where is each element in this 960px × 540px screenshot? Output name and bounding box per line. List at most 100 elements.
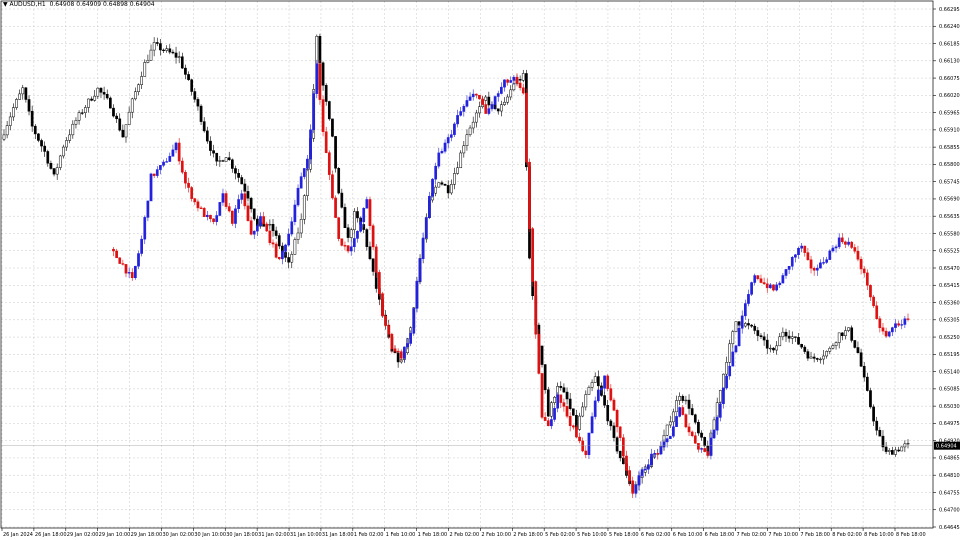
candle-body [697, 443, 700, 450]
candle-body [190, 187, 194, 199]
candle-body [715, 417, 719, 431]
candle-body [734, 345, 738, 353]
collapse-arrow-icon[interactable]: ▼ [3, 1, 8, 8]
candle-body [803, 346, 807, 352]
ohlc-low: 0.64898 [103, 1, 128, 8]
candle [299, 213, 303, 238]
candle-body [146, 200, 150, 218]
candle-body [99, 87, 103, 93]
candle-body [887, 450, 891, 452]
candle-body [900, 324, 904, 326]
overlay-candle [168, 152, 172, 162]
candle [340, 188, 344, 209]
candle [540, 345, 544, 368]
candle-body [828, 347, 832, 352]
overlay-candle [593, 396, 597, 420]
overlay-candle [781, 273, 785, 284]
candle [869, 387, 872, 409]
overlay-candle [759, 274, 763, 284]
candle [571, 408, 575, 416]
overlay-candle [709, 433, 713, 460]
candle-body [553, 396, 556, 403]
candle-body [565, 406, 569, 417]
candle-body [124, 264, 128, 274]
overlay-candle [237, 194, 240, 213]
x-tick-label: 31 Jan 02:00 [258, 532, 290, 538]
candle-body [465, 134, 469, 146]
candle-body [590, 416, 594, 434]
candle-body [268, 224, 272, 226]
overlay-candle [884, 327, 888, 339]
x-tick-label: 7 Feb 02:00 [737, 532, 767, 538]
overlay-candle [743, 299, 747, 320]
overlay-candle [471, 89, 475, 101]
overlay-candle [600, 387, 603, 394]
overlay-candle [246, 202, 250, 222]
overlay-candle [697, 443, 700, 453]
y-tick-label: 0.65415 [939, 283, 960, 289]
overlay-candle [500, 82, 503, 95]
candle-body [5, 125, 9, 136]
candle-body [556, 394, 560, 409]
candle-body [809, 356, 813, 359]
candle-body [487, 108, 491, 114]
candle [68, 129, 72, 144]
overlay-candle [393, 345, 397, 354]
candle-body [168, 156, 172, 162]
overlay-candle [243, 190, 247, 210]
candle-body [205, 130, 209, 142]
candle [209, 136, 212, 156]
candle [12, 103, 15, 121]
candle-body [437, 152, 441, 167]
candle [790, 331, 794, 345]
candle-body [478, 106, 481, 114]
candle [287, 252, 291, 269]
candle-body [143, 62, 147, 77]
candle-body [162, 49, 165, 52]
candle-body [684, 414, 688, 428]
overlay-candle [409, 330, 412, 347]
candle-body [468, 96, 472, 101]
candle-body [187, 74, 190, 80]
overlay-candle [428, 191, 431, 220]
candle-body [265, 223, 269, 232]
candle-body [434, 186, 438, 194]
candle-body [115, 115, 118, 120]
candle-body [881, 327, 885, 332]
overlay-candle [368, 196, 372, 230]
candle-body [140, 238, 143, 254]
candle-body [728, 365, 732, 377]
candle [196, 97, 200, 111]
candle-body [396, 352, 400, 363]
overlay-candle [115, 248, 118, 259]
x-tick-label: 30 Jan 10:00 [194, 532, 226, 538]
candle [903, 440, 907, 452]
price-axis[interactable]: 0.66295 0.66240 0.66185 0.66130 0.66075 0.660… [933, 7, 960, 531]
candle-body [21, 87, 25, 95]
candle-body [356, 231, 359, 239]
candle-body [90, 98, 93, 101]
candle-body [243, 193, 247, 207]
overlay-candle [509, 76, 513, 83]
overlay-candle [384, 314, 387, 328]
candle [349, 227, 353, 243]
overlay-candle [546, 417, 550, 427]
candle-body [87, 98, 90, 108]
candle-body [80, 112, 84, 114]
candle [55, 163, 59, 180]
overlay-candle [809, 255, 813, 274]
overlay-candle [415, 278, 419, 313]
candle-body [759, 335, 763, 337]
candle-body [343, 207, 347, 228]
candle-body [212, 218, 215, 222]
overlay-candle [765, 278, 769, 293]
candle-body [193, 91, 197, 100]
candle-body [159, 43, 162, 51]
overlay-candle [537, 329, 541, 375]
candle-body [559, 385, 563, 388]
time-axis[interactable]: 26 Jan 2024 26 Jan 18:00 29 Jan 02:00 29 Ja… [1, 528, 926, 538]
candle-body [581, 406, 585, 417]
candle [30, 105, 34, 132]
candle [859, 348, 863, 368]
